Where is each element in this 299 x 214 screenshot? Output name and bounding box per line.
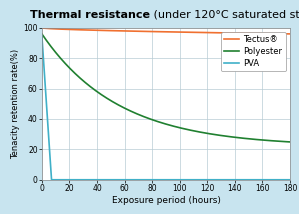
Polyester [236, 136, 239, 139]
PVA [281, 178, 285, 181]
PVA [288, 178, 292, 181]
Line: PVA: PVA [42, 35, 290, 180]
X-axis label: Exposure period (hours): Exposure period (hours) [112, 196, 220, 205]
Polyester [40, 33, 44, 35]
Text: (under 120°C saturated steem): (under 120°C saturated steem) [150, 10, 299, 20]
Y-axis label: Tenacity retention rate(%): Tenacity retention rate(%) [11, 49, 20, 159]
PVA [161, 178, 164, 181]
PVA [236, 178, 239, 181]
Tectus® [154, 30, 158, 33]
PVA [154, 178, 158, 181]
Polyester [288, 141, 292, 143]
Tectus® [281, 33, 285, 35]
Text: Thermal resistance: Thermal resistance [30, 10, 150, 20]
Tectus® [53, 28, 56, 30]
PVA [40, 34, 44, 37]
Tectus® [40, 27, 44, 29]
Tectus® [281, 33, 285, 35]
Tectus® [161, 30, 164, 33]
PVA [50, 178, 53, 181]
Polyester [154, 120, 158, 122]
Tectus® [236, 32, 239, 34]
Legend: Tectus®, Polyester, PVA: Tectus®, Polyester, PVA [221, 32, 286, 71]
PVA [53, 178, 57, 181]
Tectus® [288, 33, 292, 35]
Polyester [53, 50, 56, 52]
Polyester [281, 140, 285, 143]
Polyester [161, 122, 164, 124]
Line: Polyester: Polyester [42, 34, 290, 142]
Line: Tectus®: Tectus® [42, 28, 290, 34]
Polyester [281, 140, 285, 143]
PVA [281, 178, 285, 181]
